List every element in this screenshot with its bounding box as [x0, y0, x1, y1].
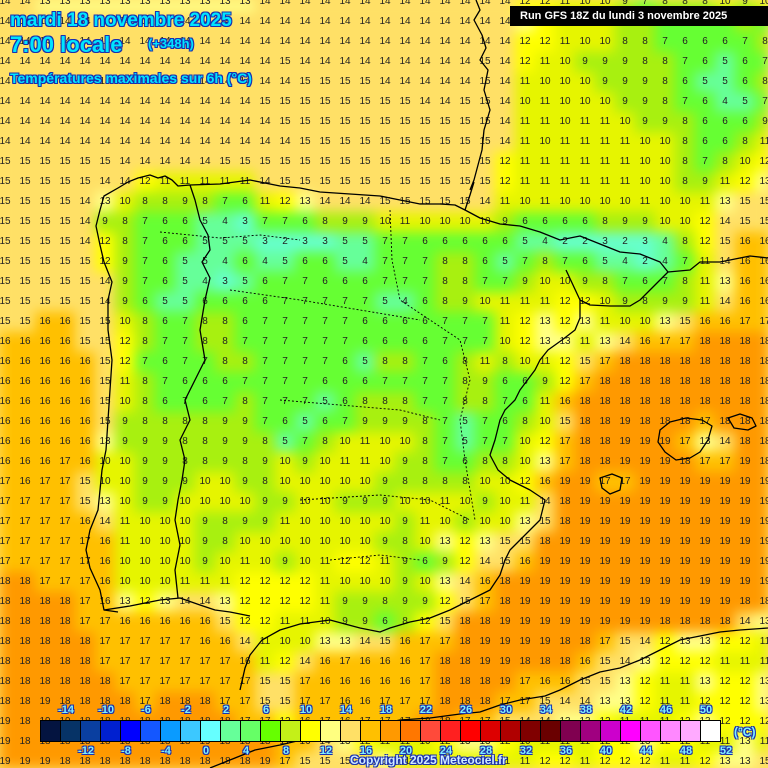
legend-swatch [41, 721, 61, 741]
legend-swatch [501, 721, 521, 741]
legend-label-bottom: 24 [439, 745, 453, 757]
legend-label-bottom: 44 [639, 745, 653, 757]
legend-label-top: 18 [379, 704, 393, 716]
legend-label-bottom: 32 [519, 745, 533, 757]
forecast-date: mardi 18 novembre 2025 [10, 10, 232, 31]
legend-swatch [341, 721, 361, 741]
legend-label-bottom: -12 [78, 745, 94, 757]
legend-swatch [161, 721, 181, 741]
legend-label-bottom: 40 [599, 745, 613, 757]
legend-swatch [481, 721, 501, 741]
legend-label-bottom: 36 [559, 745, 573, 757]
legend-swatch [81, 721, 101, 741]
legend-swatch [521, 721, 541, 741]
legend-label-bottom: 8 [282, 745, 290, 757]
legend-label-bottom: 52 [719, 745, 733, 757]
legend-swatch [681, 721, 701, 741]
legend-swatch [541, 721, 561, 741]
forecast-offset: (+348h) [148, 36, 194, 51]
legend-swatch [461, 721, 481, 741]
legend-swatch [601, 721, 621, 741]
legend-swatch [421, 721, 441, 741]
legend-label-top: -10 [98, 704, 114, 716]
legend-swatch [101, 721, 121, 741]
legend-label-top: 10 [299, 704, 313, 716]
legend-swatch [201, 721, 221, 741]
legend-label-top: 2 [222, 704, 230, 716]
legend-swatch [221, 721, 241, 741]
legend-swatch [181, 721, 201, 741]
legend-bar [40, 720, 721, 742]
legend-label-top: 50 [699, 704, 713, 716]
legend-label-top: 30 [499, 704, 513, 716]
legend-label-bottom: 48 [679, 745, 693, 757]
legend-swatch [301, 721, 321, 741]
legend-swatch [261, 721, 281, 741]
legend-swatch [141, 721, 161, 741]
legend-label-top: 38 [579, 704, 593, 716]
legend-label-top: -2 [181, 704, 191, 716]
legend-label-bottom: 16 [359, 745, 373, 757]
legend-swatch [241, 721, 261, 741]
legend-swatch [401, 721, 421, 741]
legend-label-bottom: 28 [479, 745, 493, 757]
legend-swatch [661, 721, 681, 741]
legend-label-bottom: -4 [161, 745, 171, 757]
legend-swatch [381, 721, 401, 741]
legend-unit: (°C) [734, 725, 756, 739]
legend-swatch [441, 721, 461, 741]
run-banner: Run GFS 18Z du lundi 3 novembre 2025 [510, 6, 768, 26]
legend-swatch [621, 721, 641, 741]
legend-label-top: 34 [539, 704, 553, 716]
legend-label-bottom: -8 [121, 745, 131, 757]
legend-swatch [61, 721, 81, 741]
legend-label-bottom: 20 [399, 745, 413, 757]
legend-label-top: 22 [419, 704, 433, 716]
legend-label-top: -6 [141, 704, 151, 716]
legend-label-top: 46 [659, 704, 673, 716]
legend-swatch [701, 721, 720, 741]
legend-swatch [321, 721, 341, 741]
legend-label-bottom: 12 [319, 745, 333, 757]
legend-label-top: -14 [58, 704, 74, 716]
legend-swatch [281, 721, 301, 741]
legend-swatch [361, 721, 381, 741]
parameter-title: Températures maximales sur 6h (°C) [10, 70, 252, 86]
legend-swatch [581, 721, 601, 741]
copyright: Copyright 2025 Meteociel.fr [350, 753, 507, 767]
legend-label-bottom: 0 [202, 745, 210, 757]
legend-label-top: 14 [339, 704, 353, 716]
legend-swatch [121, 721, 141, 741]
legend-swatch [561, 721, 581, 741]
legend-label-top: 42 [619, 704, 633, 716]
forecast-time: 7:00 locale [10, 32, 123, 57]
legend-label-top: 6 [262, 704, 270, 716]
legend-swatch [641, 721, 661, 741]
legend-label-top: 26 [459, 704, 473, 716]
legend-label-bottom: 4 [242, 745, 250, 757]
